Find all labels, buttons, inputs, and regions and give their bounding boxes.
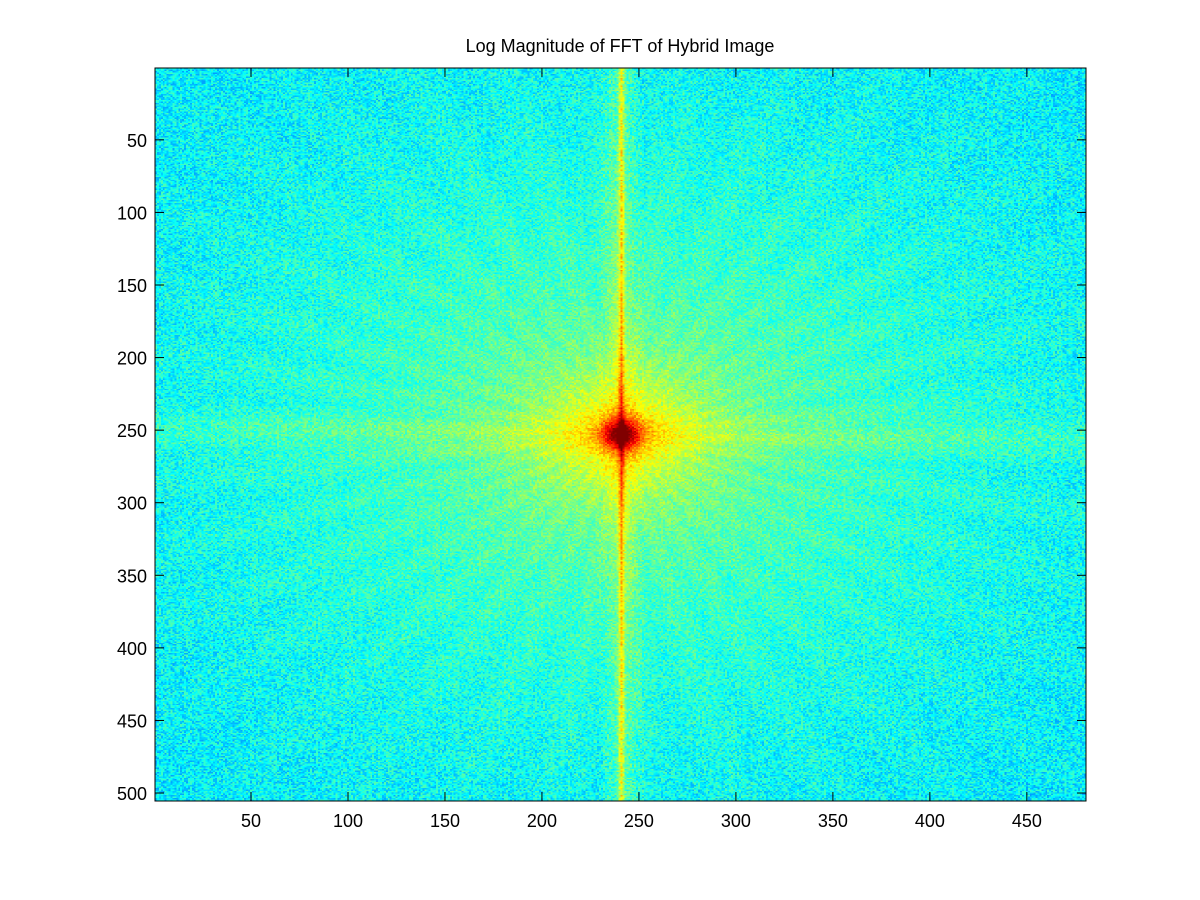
x-tick-label: 250	[624, 811, 654, 831]
x-tick-label: 450	[1012, 811, 1042, 831]
x-tick-label: 100	[333, 811, 363, 831]
y-tick-label: 450	[117, 711, 147, 731]
y-tick-label: 350	[117, 566, 147, 586]
x-tick-label: 400	[915, 811, 945, 831]
x-tick-label: 300	[721, 811, 751, 831]
axes-box	[154, 67, 1087, 802]
y-tick-label: 100	[117, 203, 147, 223]
y-tick-label: 400	[117, 639, 147, 659]
x-tick-label: 350	[818, 811, 848, 831]
x-tick-label: 50	[241, 811, 261, 831]
x-axis: 50 100 150 200 250 300 350 400 450	[241, 68, 1042, 831]
y-tick-label: 200	[117, 349, 147, 369]
x-tick-label: 150	[430, 811, 460, 831]
y-tick-label: 500	[117, 784, 147, 804]
y-axis: 50 100 150 200 250 300 350 400 450 500	[117, 131, 1086, 804]
heatmap-image	[155, 68, 1086, 801]
y-tick-label: 300	[117, 494, 147, 514]
x-tick-label: 200	[527, 811, 557, 831]
y-tick-label: 150	[117, 276, 147, 296]
y-tick-label: 250	[117, 421, 147, 441]
chart-title: Log Magnitude of FFT of Hybrid Image	[466, 36, 775, 56]
y-tick-label: 50	[127, 131, 147, 151]
